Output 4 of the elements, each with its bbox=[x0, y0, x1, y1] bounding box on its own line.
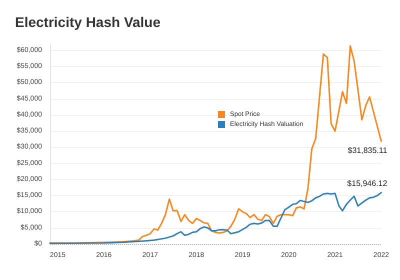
data-label: $31,835.11 bbox=[348, 146, 388, 155]
chart-title: Electricity Hash Value bbox=[15, 14, 161, 30]
line-series bbox=[49, 192, 382, 244]
data-label: $15,946.12 bbox=[347, 179, 388, 188]
